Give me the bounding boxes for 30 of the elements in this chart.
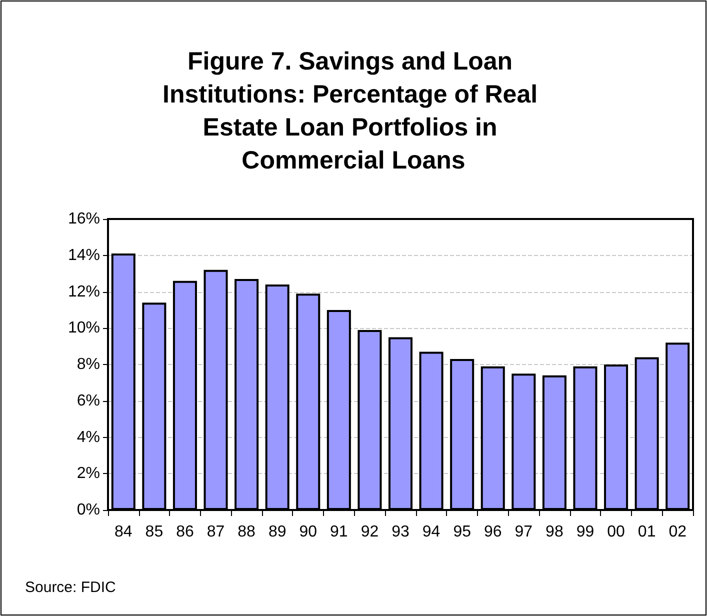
x-tick-label: 02 — [668, 524, 687, 540]
x-tick-label: 87 — [206, 524, 225, 540]
y-tick-label: 16% — [68, 210, 100, 228]
y-tick-label: 4% — [76, 428, 100, 446]
y-tick-label: 12% — [68, 283, 100, 300]
x-tick-label: 84 — [114, 524, 132, 540]
source-note: Source: FDIC — [25, 579, 116, 596]
x-tick-label: 85 — [145, 524, 164, 540]
x-tick-label: 97 — [514, 524, 533, 540]
y-tick-label: 6% — [76, 392, 100, 410]
x-tick-label: 94 — [422, 524, 440, 540]
x-tick-label: 86 — [176, 524, 194, 540]
x-tick-label: 01 — [638, 524, 656, 540]
x-tick-label: 89 — [268, 524, 286, 540]
x-tick-label: 93 — [392, 524, 410, 540]
chart-title: Figure 7. Savings and Loan Institutions: Percentage of Real Estate Loan Portfolios in Commercial Loans — [162, 48, 545, 174]
y-tick-label: 2% — [76, 465, 100, 482]
y-tick-label: 0% — [76, 502, 100, 518]
x-tick-label: 98 — [546, 524, 564, 540]
y-tick-label: 10% — [68, 320, 100, 337]
y-tick-label: 14% — [68, 246, 100, 264]
x-tick-label: 00 — [607, 524, 626, 540]
x-tick-label: 95 — [453, 524, 472, 540]
x-tick-label: 90 — [299, 524, 318, 540]
y-tick-label: 8% — [76, 356, 100, 373]
x-tick-label: 88 — [238, 524, 256, 540]
x-tick-label: 96 — [484, 524, 502, 540]
x-tick-label: 92 — [360, 524, 379, 540]
x-tick-label: 99 — [576, 524, 594, 540]
x-tick-label: 91 — [330, 524, 348, 540]
